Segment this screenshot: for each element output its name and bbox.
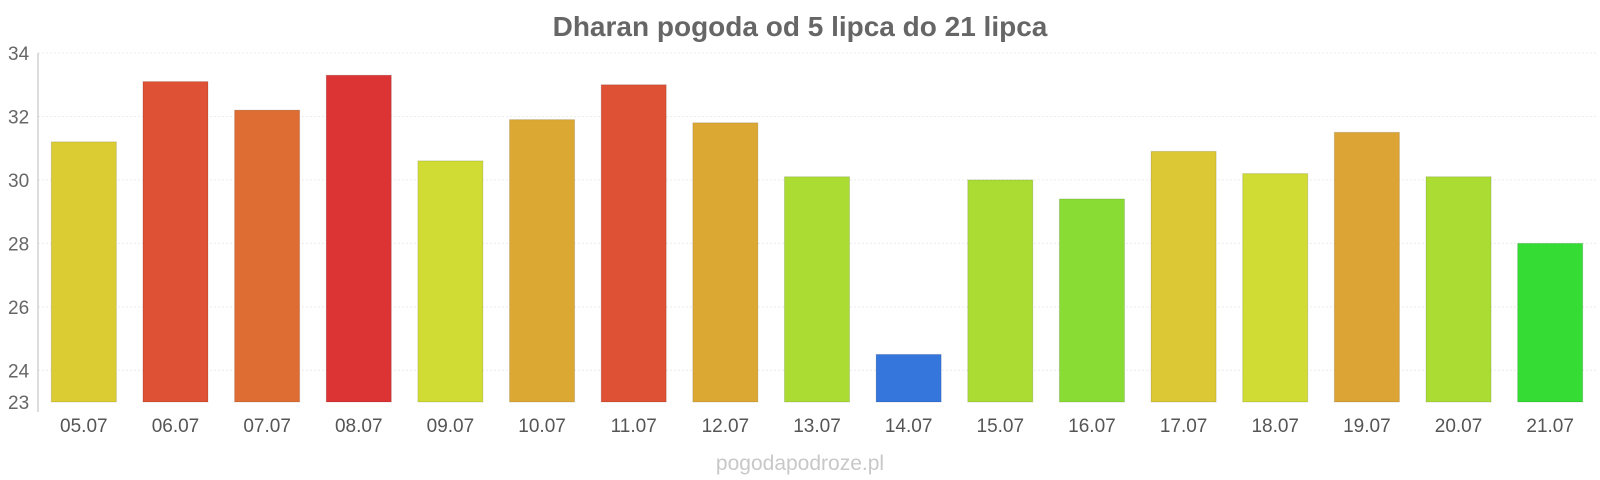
x-tick-label: 17.07 bbox=[1160, 416, 1208, 437]
x-tick-label: 05.07 bbox=[60, 416, 108, 437]
x-tick-label: 11.07 bbox=[611, 416, 657, 437]
bar-05.07 bbox=[50, 141, 117, 403]
y-tick-label: 34 bbox=[8, 44, 30, 65]
x-tick-label: 18.07 bbox=[1251, 416, 1299, 437]
x-tick-label: 09.07 bbox=[427, 416, 475, 437]
x-tick-label: 13.07 bbox=[793, 416, 841, 437]
y-axis-ticks: 23 24 26 28 30 32 34 bbox=[8, 44, 30, 414]
bar-20.07 bbox=[1425, 176, 1492, 403]
x-tick-label: 14.07 bbox=[885, 416, 933, 437]
bar-16.07 bbox=[1058, 198, 1125, 403]
x-tick-label: 10.07 bbox=[518, 416, 566, 437]
x-tick-label: 07.07 bbox=[243, 416, 291, 437]
x-tick-label: 16.07 bbox=[1068, 416, 1116, 437]
x-tick-label: 19.07 bbox=[1343, 416, 1391, 437]
bars bbox=[50, 74, 1584, 403]
bar-17.07 bbox=[1150, 150, 1217, 403]
bar-18.07 bbox=[1242, 173, 1309, 403]
bar-12.07 bbox=[692, 122, 759, 403]
bar-14.07 bbox=[875, 353, 942, 403]
x-tick-label: 20.07 bbox=[1435, 416, 1483, 437]
x-tick-label: 06.07 bbox=[152, 416, 200, 437]
y-tick-label: 28 bbox=[8, 234, 29, 255]
chart-title: Dharan pogoda od 5 lipca do 21 lipca bbox=[553, 11, 1048, 42]
x-axis-ticks: 05.07 06.07 07.07 08.07 09.07 10.07 11.07 12.07… bbox=[60, 416, 1574, 437]
y-tick-label: 32 bbox=[8, 107, 29, 128]
bar-11.07 bbox=[600, 84, 667, 403]
bar-10.07 bbox=[509, 119, 576, 403]
bar-06.07 bbox=[142, 81, 209, 403]
y-tick-label: 23 bbox=[8, 393, 29, 414]
bar-15.07 bbox=[967, 179, 1034, 403]
bar-07.07 bbox=[234, 109, 301, 403]
x-tick-label: 21.07 bbox=[1526, 416, 1574, 437]
x-tick-label: 08.07 bbox=[335, 416, 383, 437]
x-tick-label: 12.07 bbox=[702, 416, 750, 437]
bar-09.07 bbox=[417, 160, 484, 403]
bar-19.07 bbox=[1333, 131, 1400, 403]
x-tick-label: 15.07 bbox=[977, 416, 1025, 437]
y-tick-label: 30 bbox=[8, 171, 29, 192]
bar-21.07 bbox=[1517, 242, 1584, 403]
bar-13.07 bbox=[783, 176, 851, 403]
site-credit: pogodapodroze.pl bbox=[716, 452, 884, 475]
bar-08.07 bbox=[325, 74, 392, 403]
y-tick-label: 24 bbox=[8, 361, 30, 382]
y-tick-label: 26 bbox=[8, 298, 29, 319]
